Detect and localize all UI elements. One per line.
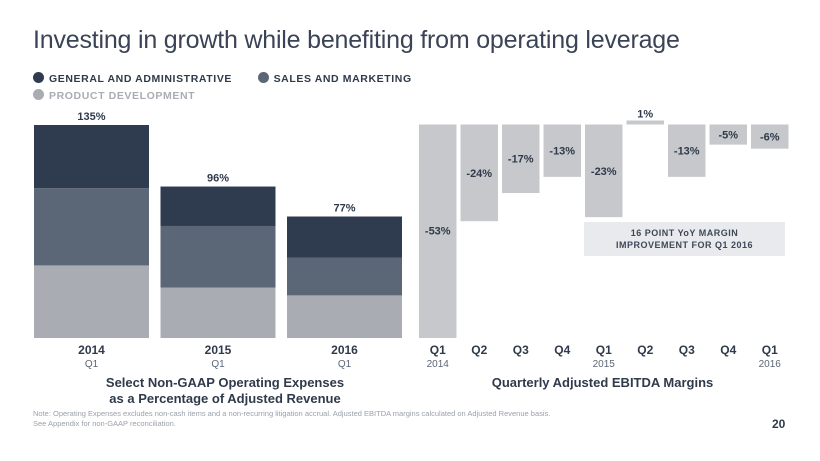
opex-chart-caption: Select Non-GAAP Operating Expenses as a … [105, 375, 345, 406]
margin-improvement-callout: 16 POINT YoY MARGIN IMPROVEMENT FOR Q1 2… [584, 222, 785, 256]
ebitda-year-label: 2014 [427, 359, 450, 370]
ebitda-x-tick-label: Q1 [596, 343, 612, 357]
ebitda-value-label: -17% [508, 154, 534, 166]
ebitda-bar [626, 120, 664, 125]
ebitda-value-label: -5% [718, 130, 738, 142]
ebitda-x-tick-label: Q2 [471, 343, 487, 357]
footnote: Note: Operating Expenses excludes non-ca… [33, 409, 551, 428]
ebitda-x-tick-label: Q3 [679, 343, 695, 357]
opex-bar-segment-product-development [287, 295, 402, 338]
legend-dot-icon [257, 72, 269, 83]
opex-x-tick-label: 2016 [331, 343, 358, 357]
legend-dot-icon [33, 89, 44, 100]
opex-x-sub-label: Q1 [338, 359, 352, 370]
opex-total-label: 135% [77, 111, 105, 123]
ebitda-year-label: 2015 [593, 359, 616, 370]
ebitda-x-tick-label: Q2 [637, 343, 653, 357]
ebitda-value-label: 1% [637, 108, 653, 120]
opex-total-label: 96% [207, 173, 229, 185]
ebitda-x-tick-label: Q4 [554, 343, 570, 357]
opex-bar-segment-product-development [34, 265, 149, 338]
opex-bar-segment-product-development [160, 287, 276, 338]
opex-x-sub-label: Q1 [85, 359, 99, 370]
ebitda-value-label: -53% [425, 226, 451, 238]
legend-item-general-admin: GENERAL AND ADMINISTRATIVE [33, 72, 232, 85]
opex-x-tick-label: 2015 [205, 343, 232, 357]
ebitda-bar [543, 124, 581, 177]
legend-row-2: PRODUCT DEVELOPMENT [33, 89, 217, 102]
ebitda-value-label: -23% [591, 166, 617, 178]
ebitda-chart-caption: Quarterly Adjusted EBITDA Margins [491, 375, 714, 390]
ebitda-bar [502, 124, 540, 193]
ebitda-x-tick-label: Q4 [720, 343, 736, 357]
ebitda-value-label: -13% [674, 146, 700, 158]
opex-bar-segment-general-and-administrative [34, 125, 149, 189]
opex-bar-segment-sales-and-marketing [287, 257, 402, 296]
ebitda-value-label: -6% [760, 132, 780, 144]
opex-x-sub-label: Q1 [211, 359, 225, 370]
legend-item-sales-marketing: SALES AND MARKETING [257, 72, 412, 85]
ebitda-value-label: -24% [466, 168, 492, 180]
ebitda-x-tick-label: Q1 [430, 343, 446, 357]
opex-x-tick-label: 2014 [78, 343, 105, 357]
opex-bar-segment-general-and-administrative [160, 186, 276, 226]
opex-total-label: 77% [333, 203, 355, 215]
ebitda-x-tick-label: Q1 [762, 343, 778, 357]
ebitda-bar [585, 124, 623, 218]
legend: GENERAL AND ADMINISTRATIVE SALES AND MAR… [33, 72, 434, 85]
ebitda-bar [751, 124, 789, 149]
opex-bar-segment-general-and-administrative [287, 216, 402, 258]
ebitda-x-tick-label: Q3 [513, 343, 529, 357]
legend-item-product-dev: PRODUCT DEVELOPMENT [33, 89, 195, 102]
ebitda-year-label: 2016 [759, 359, 782, 370]
opex-bar-segment-sales-and-marketing [34, 188, 149, 266]
page-title: Investing in growth while benefiting fro… [33, 26, 680, 54]
ebitda-bar [709, 124, 747, 145]
legend-dot-icon [33, 72, 44, 83]
ebitda-bar [419, 124, 457, 338]
page-number: 20 [772, 417, 786, 431]
ebitda-value-label: -13% [549, 146, 575, 158]
opex-bar-segment-sales-and-marketing [160, 225, 276, 288]
ebitda-bar [668, 124, 706, 177]
ebitda-bar [460, 124, 498, 222]
